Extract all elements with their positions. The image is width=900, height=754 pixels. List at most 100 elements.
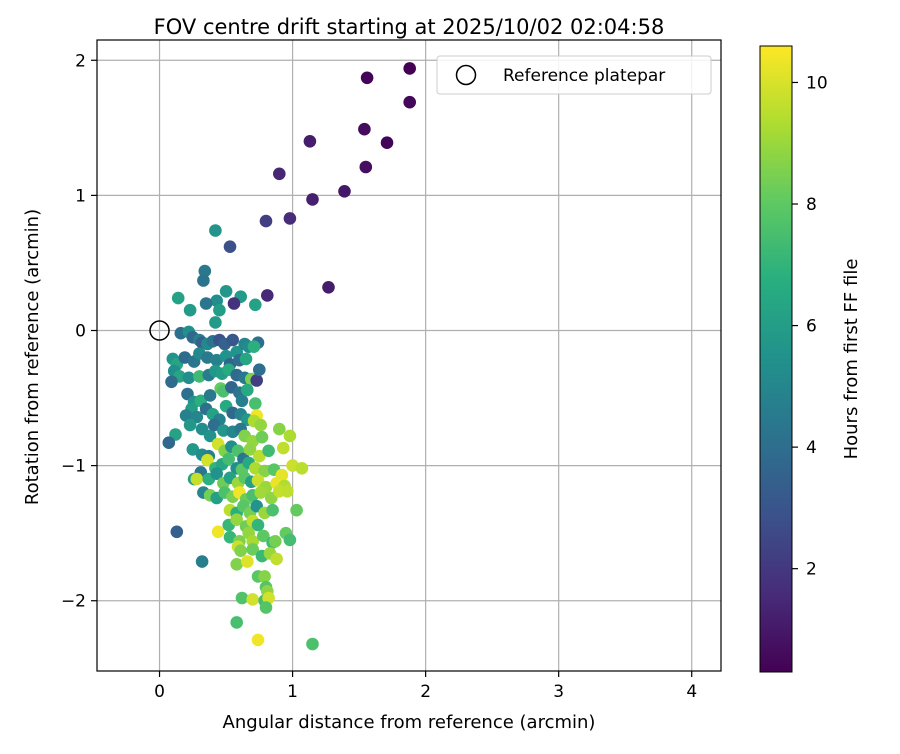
data-point — [230, 558, 243, 571]
data-point — [358, 122, 371, 136]
data-point — [266, 503, 279, 517]
data-point — [306, 193, 319, 206]
data-point — [250, 374, 263, 387]
x-tick-label: 4 — [686, 682, 697, 702]
data-point — [211, 525, 225, 539]
data-point — [239, 352, 253, 366]
data-point — [213, 303, 226, 317]
data-point — [209, 316, 222, 329]
data-point — [162, 436, 176, 450]
colorbar-tick-label: 2 — [806, 560, 817, 580]
data-point — [283, 533, 297, 547]
data-point — [254, 418, 267, 432]
data-point — [303, 135, 317, 148]
x-axis-label: Angular distance from reference (arcmin) — [223, 712, 596, 733]
data-point — [190, 472, 204, 486]
data-point — [227, 297, 241, 310]
data-point — [246, 593, 259, 606]
data-point — [273, 422, 286, 436]
legend-entry-reference: Reference platepar — [503, 66, 665, 86]
data-point — [207, 418, 221, 432]
data-point — [277, 441, 290, 455]
x-tick-label: 0 — [154, 682, 165, 702]
data-point — [241, 555, 254, 568]
data-point — [262, 591, 275, 605]
data-point — [201, 453, 214, 467]
data-point — [222, 452, 235, 466]
data-point — [270, 552, 283, 566]
x-tick-label: 3 — [553, 682, 564, 702]
data-point — [223, 240, 237, 253]
data-point — [179, 409, 193, 422]
data-point — [183, 303, 197, 317]
data-point — [255, 430, 269, 444]
data-point — [217, 424, 230, 437]
colorbar-gradient — [759, 45, 793, 673]
colorbar-tick-label: 10 — [806, 73, 828, 93]
colorbar-tick-label: 8 — [806, 195, 817, 215]
data-point — [195, 555, 209, 568]
data-point — [322, 281, 335, 294]
data-point — [281, 485, 294, 498]
data-point — [197, 274, 210, 287]
data-point — [306, 637, 319, 651]
x-tick-label: 1 — [287, 682, 298, 702]
data-point — [223, 530, 237, 544]
data-point — [199, 297, 213, 310]
data-point — [262, 444, 275, 458]
data-point — [198, 264, 212, 278]
data-point — [269, 535, 282, 548]
data-point — [210, 467, 223, 481]
data-point — [259, 601, 273, 614]
data-point — [259, 214, 273, 228]
data-point — [170, 525, 184, 539]
data-point — [252, 363, 266, 377]
x-tick-label: 2 — [420, 682, 431, 702]
data-point — [165, 375, 178, 389]
data-point — [251, 518, 265, 532]
data-point — [359, 160, 373, 174]
legend-marker-icon — [455, 64, 477, 86]
data-point — [249, 397, 262, 410]
data-point — [246, 543, 259, 556]
data-point — [360, 71, 374, 85]
data-point — [219, 285, 233, 298]
legend-box — [436, 55, 712, 95]
data-point — [230, 513, 243, 526]
colorbar-ticks: 2 4 6 8 10 — [792, 73, 828, 580]
data-point — [261, 289, 274, 302]
chart-title: FOV centre drift starting at 2025/10/02 … — [154, 15, 665, 39]
data-point — [403, 95, 417, 109]
y-tick-label: −2 — [61, 592, 86, 612]
data-point — [403, 62, 417, 75]
data-point — [171, 291, 185, 305]
y-tick-label: 0 — [75, 322, 86, 342]
data-point — [254, 486, 267, 499]
data-point — [283, 212, 297, 225]
colorbar-label: Hours from first FF file — [841, 259, 862, 460]
data-point — [247, 340, 261, 354]
reference-point — [149, 320, 170, 341]
plot-frame — [96, 39, 722, 672]
data-point — [234, 544, 247, 557]
reference-marker — [149, 320, 170, 341]
data-point — [203, 429, 217, 443]
data-point — [235, 591, 249, 605]
data-point — [243, 443, 257, 456]
data-point — [258, 464, 271, 478]
data-point — [252, 449, 266, 463]
data-point — [193, 370, 206, 383]
y-tick-label: −1 — [61, 457, 86, 477]
data-point — [257, 529, 270, 543]
data-point — [249, 298, 262, 312]
y-axis-ticks: −2 −1 0 1 2 — [61, 51, 97, 612]
data-point — [203, 389, 217, 402]
data-point — [230, 616, 243, 629]
y-tick-label: 1 — [75, 186, 86, 206]
data-point — [235, 394, 249, 408]
data-point — [273, 167, 286, 181]
colorbar: 2 4 6 8 10 Hours from first FF file — [759, 45, 862, 673]
data-point — [210, 353, 223, 367]
data-point — [283, 429, 297, 443]
